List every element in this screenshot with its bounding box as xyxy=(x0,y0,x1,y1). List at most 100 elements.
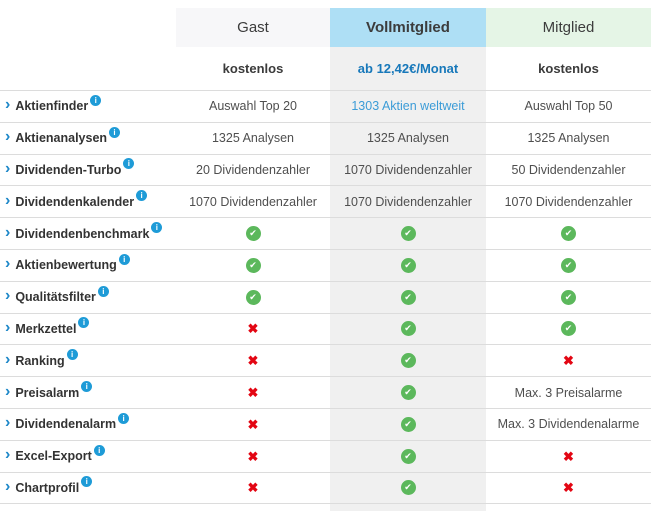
cell-mitglied: 1325 Analysen xyxy=(486,123,651,154)
feature-value-link[interactable]: 1303 Aktien weltweit xyxy=(351,99,465,114)
price-mitglied: kostenlos xyxy=(538,61,599,76)
feature-label[interactable]: › Dividenden-Turbo i xyxy=(0,155,176,186)
feature-label[interactable]: › Dividendenbenchmark i xyxy=(0,218,176,249)
cell-vollmitglied: 1070 Dividendenzahler xyxy=(330,154,486,186)
cross-icon: ✖ xyxy=(563,480,574,496)
cell-mitglied: 50 Dividendenzahler xyxy=(486,155,651,186)
feature-label[interactable]: › Aktienanalysen i xyxy=(0,123,176,154)
feature-row: › Qualitätsfilter i ✔ ✔ ✔ xyxy=(0,281,651,314)
cross-icon: ✖ xyxy=(247,385,259,401)
cell-gast: ✖ xyxy=(176,441,330,472)
cell-gast: 1325 Analysen xyxy=(176,123,330,154)
feature-value: 1325 Analysen xyxy=(211,131,294,146)
cell-vollmitglied: ✔ xyxy=(330,345,486,377)
cell-gast: ✔ xyxy=(176,218,330,249)
chevron-right-icon: › xyxy=(5,287,11,305)
cell-gast: ✖ xyxy=(176,314,330,345)
info-icon[interactable]: i xyxy=(109,126,121,138)
feature-label[interactable]: › Qualitätsfilter i xyxy=(0,282,176,313)
info-icon[interactable]: i xyxy=(66,349,78,361)
cell-vollmitglied: ✔ xyxy=(330,472,486,504)
cell-gast: ✖ xyxy=(176,345,330,376)
chevron-right-icon: › xyxy=(5,96,11,114)
info-icon[interactable]: i xyxy=(97,285,109,297)
cross-icon: ✖ xyxy=(247,321,259,337)
cell-mitglied: ✖ xyxy=(486,441,651,472)
feature-name: Merkzettel xyxy=(15,321,77,336)
chevron-right-icon: › xyxy=(5,159,11,177)
chevron-right-icon: › xyxy=(5,414,11,432)
feature-label[interactable]: › Dividendenkalender i xyxy=(0,186,176,217)
feature-row: › Aktienfinder i Auswahl Top 20 1303 Akt… xyxy=(0,91,651,123)
feature-name: Aktienbewertung xyxy=(15,258,117,273)
feature-row: › Aktienbewertung i ✔ ✔ ✔ xyxy=(0,249,651,282)
price-vollmitglied: ab 12,42€/Monat xyxy=(330,47,486,90)
cell-gast: 20 Dividendenzahler xyxy=(176,155,330,186)
cross-icon: ✖ xyxy=(563,448,574,464)
feature-name: Ranking xyxy=(15,353,65,368)
info-icon[interactable]: i xyxy=(81,476,93,488)
feature-value: 1325 Analysen xyxy=(366,131,449,146)
cell-gast: ✔ xyxy=(176,282,330,313)
info-icon[interactable]: i xyxy=(118,253,130,265)
feature-value: 1070 Dividendenzahler xyxy=(504,194,633,209)
cell-gast: ✔ xyxy=(176,250,330,281)
chevron-right-icon: › xyxy=(5,350,11,368)
cross-icon: ✖ xyxy=(247,448,259,464)
feature-label[interactable]: › Dividendenalarm i xyxy=(0,409,176,440)
info-icon[interactable]: i xyxy=(90,94,102,106)
cell-gast: ✖ xyxy=(176,409,330,440)
info-icon[interactable]: i xyxy=(136,190,148,202)
feature-label[interactable]: › Merkzettel i xyxy=(0,314,176,345)
cross-icon: ✖ xyxy=(563,353,574,369)
feature-value: Max. 3 Preisalarme xyxy=(514,385,623,400)
cell-mitglied: Max. 3 Dividendenalarme xyxy=(486,409,651,440)
cell-vollmitglied: 1303 Aktien weltweit xyxy=(330,91,486,122)
feature-value: Auswahl Top 20 xyxy=(208,99,298,114)
check-icon: ✔ xyxy=(245,226,261,242)
feature-label[interactable]: › Aktienbewertung i xyxy=(0,250,176,281)
column-header-vollmitglied: Vollmitglied xyxy=(330,8,486,47)
cell-mitglied: ✔ xyxy=(486,250,651,281)
feature-label[interactable]: › Aktienfinder i xyxy=(0,91,176,122)
cell-vollmitglied: ✔ xyxy=(330,313,486,345)
info-icon[interactable]: i xyxy=(118,412,130,424)
cell-mitglied: ✔ xyxy=(486,314,651,345)
cell-mitglied: Max. 3 Preisalarme xyxy=(486,377,651,408)
feature-label[interactable]: › Chartprofil i xyxy=(0,473,176,504)
info-icon[interactable]: i xyxy=(151,222,163,234)
feature-label[interactable]: › Preisalarm i xyxy=(0,377,176,408)
info-icon[interactable]: i xyxy=(123,158,135,170)
feature-name: Preisalarm xyxy=(15,385,80,400)
price-gast: kostenlos xyxy=(222,61,284,76)
cell-mitglied: ✔ xyxy=(486,218,651,249)
cell-mitglied: 1070 Dividendenzahler xyxy=(486,186,651,217)
feature-value: 1070 Dividendenzahler xyxy=(344,194,472,209)
info-icon[interactable]: i xyxy=(93,444,105,456)
check-icon: ✔ xyxy=(400,416,416,432)
chevron-right-icon: › xyxy=(5,477,11,495)
cell-mitglied: Auswahl Top 50 xyxy=(486,91,651,122)
feature-label[interactable]: › Ranking i xyxy=(0,345,176,376)
feature-label[interactable]: › Excel-Export i xyxy=(0,441,176,472)
cell-gast: Auswahl Top 20 xyxy=(176,91,330,122)
feature-row: › Dividenden-Turbo i 20 Dividendenzahler… xyxy=(0,154,651,187)
check-icon: ✔ xyxy=(561,257,576,273)
feature-value: Auswahl Top 50 xyxy=(524,99,613,114)
cell-vollmitglied: ✔ xyxy=(330,440,486,472)
check-icon: ✔ xyxy=(400,257,416,273)
feature-row: › Preisalarm i ✖ ✔ Max. 3 Preisalarme xyxy=(0,377,651,409)
cell-mitglied: ✔ xyxy=(486,282,651,313)
feature-value: 1325 Analysen xyxy=(527,131,610,146)
feature-name: Dividendenbenchmark xyxy=(15,226,150,241)
check-icon: ✔ xyxy=(561,289,576,305)
info-icon[interactable]: i xyxy=(81,381,93,393)
check-icon: ✔ xyxy=(561,226,576,242)
feature-name: Aktienanalysen xyxy=(15,131,108,146)
feature-name: Dividendenalarm xyxy=(15,417,117,432)
feature-row: › Merkzettel i ✖ ✔ ✔ xyxy=(0,313,651,346)
info-icon[interactable]: i xyxy=(78,317,90,329)
chevron-right-icon: › xyxy=(5,223,11,241)
cell-vollmitglied: ✔ xyxy=(330,218,486,249)
